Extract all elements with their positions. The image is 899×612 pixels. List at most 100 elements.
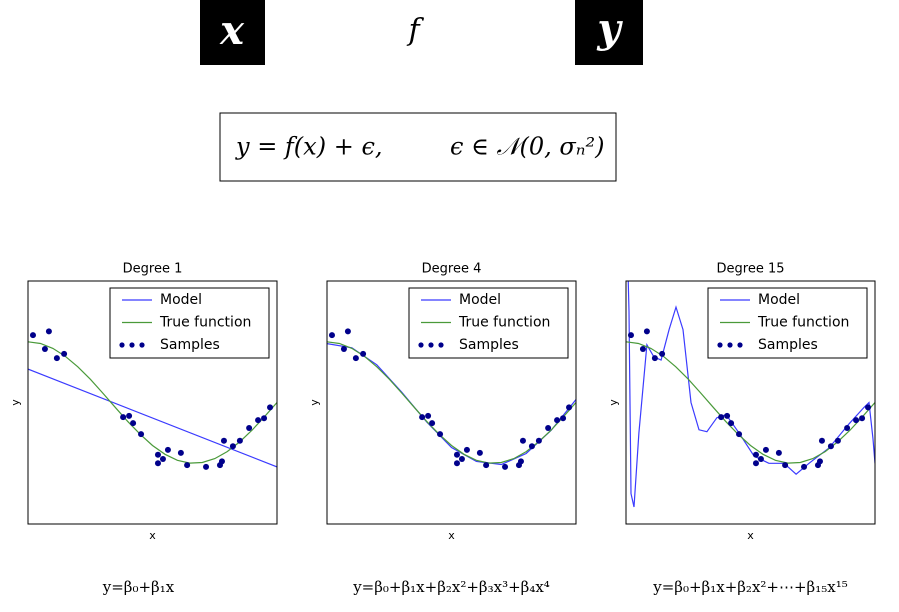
noise-equation: ϵ ∈ 𝒩(0, σₙ²) — [450, 133, 604, 161]
sample-point — [453, 460, 460, 467]
sample-point — [560, 415, 567, 422]
y-axis-label: y — [607, 399, 620, 406]
sample-point — [535, 437, 542, 444]
legend-swatch — [737, 342, 743, 348]
sample-point — [29, 332, 36, 339]
sample-point — [164, 446, 171, 453]
sample-point — [154, 460, 161, 467]
sample-point — [352, 355, 359, 362]
sample-point — [41, 346, 48, 353]
sample-point — [859, 415, 866, 422]
legend-label: Model — [459, 292, 501, 308]
x-axis-label: x — [747, 529, 754, 542]
sample-point — [752, 451, 759, 458]
chart-title: Degree 4 — [422, 262, 482, 277]
legend-swatch — [418, 342, 424, 348]
chart-title: Degree 1 — [123, 262, 183, 277]
sample-point — [458, 455, 465, 462]
sample-point — [261, 415, 268, 422]
sample-point — [45, 328, 52, 335]
x-axis-label: x — [448, 529, 455, 542]
legend-swatch — [129, 342, 135, 348]
sample-point — [236, 437, 243, 444]
x-axis-label: x — [149, 529, 156, 542]
equation: y = f(x) + ϵ, — [235, 133, 383, 161]
model-line — [327, 341, 576, 464]
sample-point — [736, 431, 743, 438]
legend-label: Model — [758, 292, 800, 308]
sample-point — [203, 463, 210, 470]
sample-point — [775, 449, 782, 456]
sample-point — [154, 451, 161, 458]
plot-frame — [625, 280, 876, 525]
sample-point — [429, 420, 436, 427]
sample-point — [844, 425, 851, 432]
legend-swatch — [717, 342, 723, 348]
output-label: y — [596, 5, 623, 52]
sample-point — [827, 443, 834, 450]
sample-point — [437, 431, 444, 438]
sample-point — [752, 460, 759, 467]
legend-swatch — [119, 342, 125, 348]
sample-point — [639, 346, 646, 353]
sample-point — [816, 458, 823, 465]
sample-point — [246, 425, 253, 432]
sample-point — [229, 443, 236, 450]
sample-point — [718, 414, 725, 421]
sample-point — [728, 420, 735, 427]
output-box — [575, 0, 643, 65]
sample-point — [853, 417, 860, 424]
formula: y=β₀+β₁x+β₂x²+β₃x³+β₄x⁴ — [352, 578, 550, 596]
sample-point — [255, 417, 262, 424]
sample-point — [782, 462, 789, 469]
input-label: x — [219, 7, 245, 54]
sample-point — [651, 355, 658, 362]
sample-point — [61, 350, 68, 357]
legend-label: True function — [458, 315, 550, 331]
plot-area — [327, 328, 576, 470]
legend-swatch — [727, 342, 733, 348]
sample-point — [328, 332, 335, 339]
formula: y=β₀+β₁x+β₂x²+⋯+β₁₅x¹⁵ — [652, 578, 848, 596]
sample-point — [340, 346, 347, 353]
sample-point — [126, 412, 133, 419]
y-axis-label: y — [9, 399, 22, 406]
legend-swatch — [139, 342, 145, 348]
model-line — [327, 343, 576, 466]
sample-point — [184, 462, 191, 469]
sample-point — [659, 350, 666, 357]
legend-label: Samples — [160, 337, 220, 353]
chart-title: Degree 15 — [717, 262, 785, 277]
sample-point — [502, 463, 509, 470]
sample-point — [724, 412, 731, 419]
legend-label: Model — [160, 292, 202, 308]
equation-box — [219, 112, 617, 182]
sample-point — [834, 437, 841, 444]
sample-point — [425, 412, 432, 419]
sample-point — [130, 420, 137, 427]
sample-point — [528, 443, 535, 450]
model-line — [28, 368, 277, 468]
sample-point — [463, 446, 470, 453]
sample-point — [483, 462, 490, 469]
sample-point — [627, 332, 634, 339]
sample-point — [138, 431, 145, 438]
sample-point — [566, 404, 573, 411]
sample-point — [762, 446, 769, 453]
sample-point — [865, 404, 872, 411]
sample-point — [218, 458, 225, 465]
model-line — [627, 281, 875, 508]
sample-point — [757, 455, 764, 462]
sample-point — [545, 425, 552, 432]
sample-point — [818, 437, 825, 444]
plot-area — [626, 281, 875, 508]
plot-frame — [326, 280, 577, 525]
legend-swatch — [428, 342, 434, 348]
sample-point — [419, 414, 426, 421]
sample-point — [177, 449, 184, 456]
sample-point — [120, 414, 127, 421]
legend-label: True function — [757, 315, 849, 331]
sample-point — [476, 449, 483, 456]
model-line — [28, 341, 277, 464]
